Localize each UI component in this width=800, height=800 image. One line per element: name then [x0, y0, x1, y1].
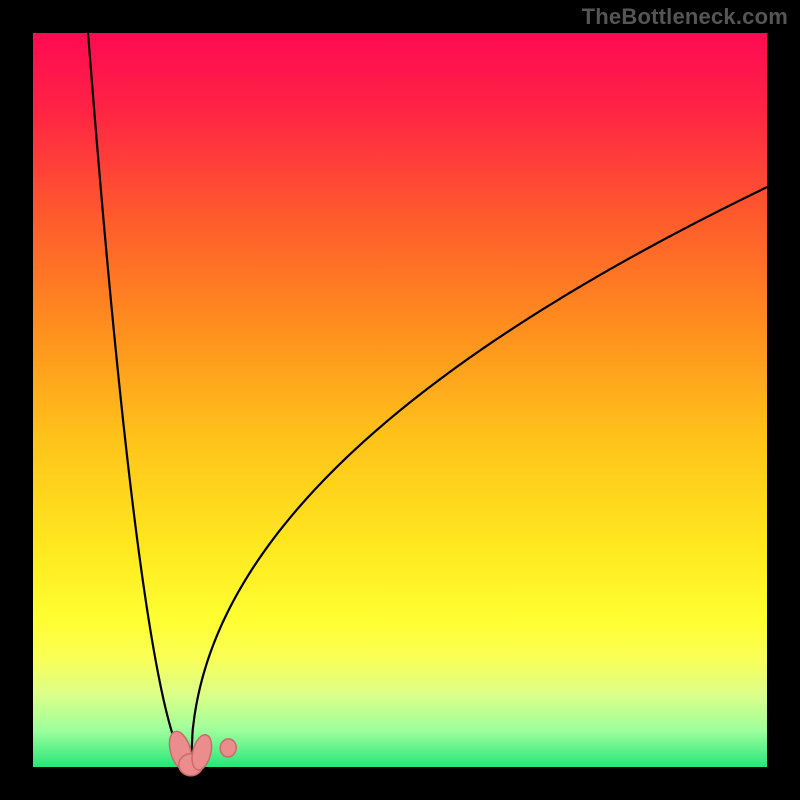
watermark-label: TheBottleneck.com: [582, 4, 788, 30]
bottleneck-chart: [0, 0, 800, 800]
plot-background-gradient: [33, 33, 767, 767]
